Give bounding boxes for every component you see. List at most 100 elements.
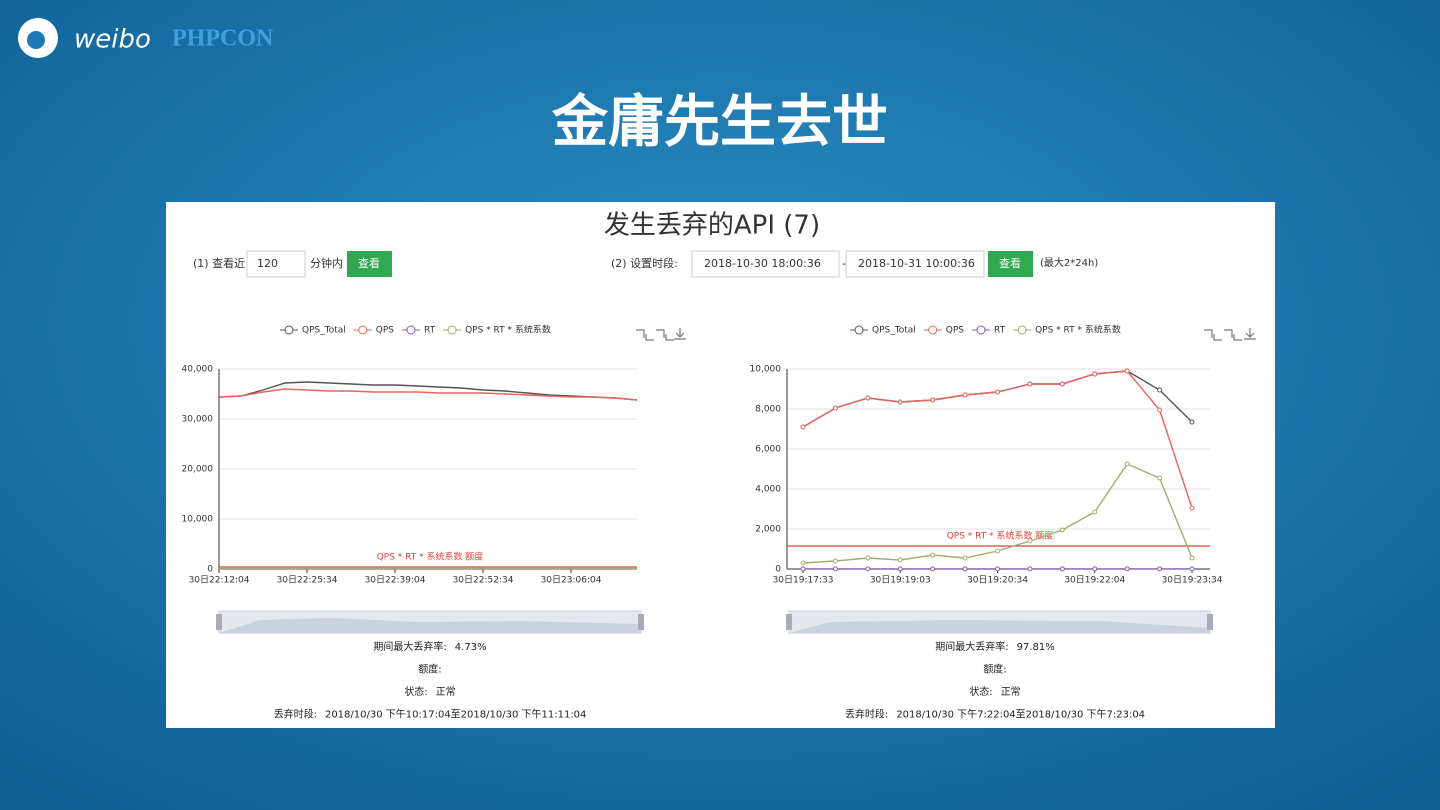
data-point [930,552,936,558]
minutes-value: 120 [257,257,278,270]
y-tick-label: 10,000 [182,515,214,525]
stat-label: 状态: [969,685,992,698]
data-point [800,560,806,566]
data-point [1157,566,1163,572]
y-tick-label: 6,000 [755,445,781,455]
zoom-icon[interactable] [1204,329,1222,341]
data-point [800,424,806,430]
data-point [897,557,903,563]
panel-title: 发生丢弃的API (7) [604,211,820,241]
y-tick-label: 0 [775,565,781,575]
data-point [1027,566,1033,572]
legend-label: RT [424,326,436,336]
series-line [218,388,638,401]
legend-label: QPS * RT * 系统系数 [1035,324,1121,336]
x-tick-label: 30日22:12:04 [189,575,250,586]
data-point [897,399,903,405]
data-point [865,566,871,572]
data-point [930,566,936,572]
data-point [1092,509,1098,515]
y-tick-label: 0 [207,565,213,575]
data-point [1157,387,1163,393]
legend-swatch [928,325,938,335]
stat-label: 状态: [404,685,427,698]
x-tick-label: 30日22:39:04 [365,575,426,586]
stat-value: 2018/10/30 下午7:22:04至2018/10/30 下午7:23:0… [896,708,1145,721]
series-line [218,381,638,401]
data-point [1124,368,1130,374]
query-button[interactable] [347,251,392,277]
stat-value: 正常 [436,685,456,698]
stat-label: 丢弃时段: [274,708,317,721]
range-label: (2) 设置时段: [611,256,678,270]
y-tick-label: 40,000 [182,365,214,375]
end-input[interactable] [845,250,985,278]
data-point [1189,566,1195,572]
restore-icon[interactable] [656,329,674,341]
range-note: (最大2*24h) [1040,256,1098,269]
legend-swatch [447,325,457,335]
data-point [865,555,871,561]
legend-label: QPS * RT * 系统系数 [465,324,551,336]
start-input[interactable] [691,250,840,278]
legend-label: QPS [946,326,965,336]
stat-label: 额度: [418,663,441,676]
legend-swatch [406,325,416,335]
y-tick-label: 8,000 [755,405,781,415]
data-point [962,555,968,561]
data-point [832,558,838,564]
stat-value: 2018/10/30 下午10:17:04至2018/10/30 下午11:11… [325,708,586,721]
range-separator: - [842,257,846,270]
data-point [1059,527,1065,533]
data-point [1124,461,1130,467]
minutes-input[interactable] [246,250,306,278]
download-icon[interactable] [1244,328,1256,340]
legend-label: QPS_Total [872,326,916,336]
x-tick-label: 30日23:06:04 [541,575,602,586]
x-tick-label: 30日19:22:04 [1064,575,1125,586]
legend-swatch [358,325,368,335]
data-point [1059,381,1065,387]
x-tick-label: 30日19:17:33 [773,575,834,586]
data-point [1092,371,1098,377]
y-tick-label: 30,000 [182,415,214,425]
legend-label: QPS_Total [302,326,346,336]
stat-value: 97.81% [1017,642,1055,653]
data-point [1189,419,1195,425]
stat-label: 期间最大丢弃率: [373,640,446,653]
threshold-label: QPS * RT * 系统系数 额度 [377,551,484,563]
x-tick-label: 30日19:23:34 [1162,575,1223,586]
slide-title: 金庸先生去世 [551,90,888,155]
logo: weibo [74,25,151,55]
y-tick-label: 20,000 [182,465,214,475]
data-point [1027,538,1033,544]
stat-label: 额度: [983,663,1006,676]
data-point [1189,505,1195,511]
data-point [1189,555,1195,561]
x-tick-label: 30日22:52:34 [453,575,514,586]
data-point [832,566,838,572]
download-icon[interactable] [674,328,686,340]
restore-icon[interactable] [1224,329,1242,341]
data-point [1157,475,1163,481]
data-point [995,548,1000,554]
zoom-slider[interactable] [216,610,1213,634]
legend-label: RT [994,326,1006,336]
data-point [962,392,968,398]
data-point [1157,407,1163,413]
y-tick-label: 4,000 [755,485,781,495]
x-tick-label: 30日22:25:34 [277,575,338,586]
end-value: 2018-10-31 10:00:36 [858,257,975,270]
data-point [1027,381,1033,387]
panel [166,202,1275,728]
range-button[interactable] [988,251,1033,277]
query-label: (1) 查看近 [193,256,245,270]
threshold-label: QPS * RT * 系统系数 额度 [947,530,1054,542]
stat-label: 丢弃时段: [845,708,888,721]
y-tick-label: 2,000 [755,525,781,535]
zoom-icon[interactable] [636,329,654,341]
legend-swatch [976,325,986,335]
query-unit: 分钟内 [310,256,343,270]
logo-icon-eye [27,31,45,49]
stat-value: 正常 [1001,685,1021,698]
